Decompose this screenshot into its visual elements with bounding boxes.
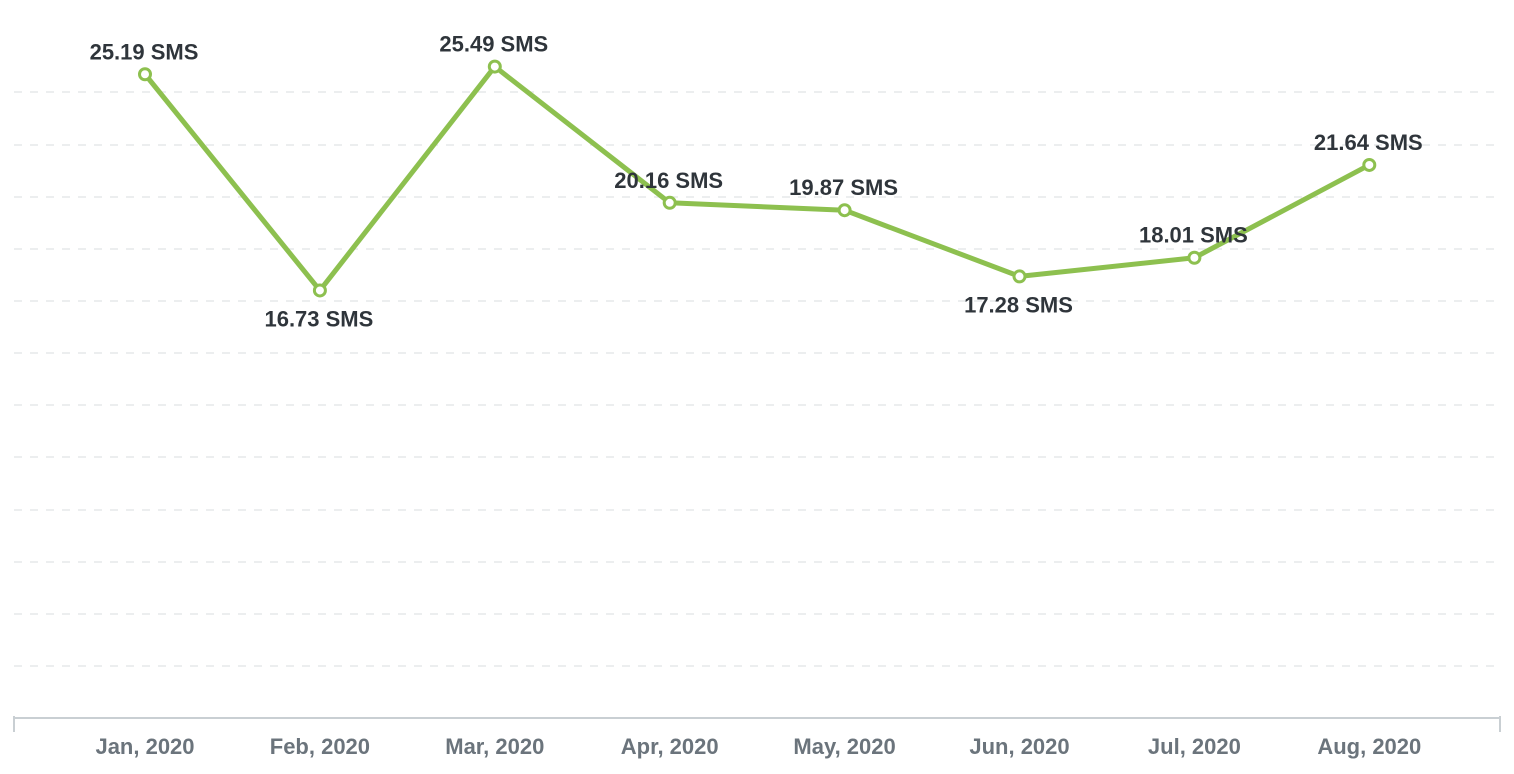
data-label: 25.19 SMS xyxy=(90,39,199,64)
data-label: 21.64 SMS xyxy=(1314,130,1423,155)
data-label: 17.28 SMS xyxy=(964,292,1073,317)
x-tick-label: Jan, 2020 xyxy=(95,734,194,759)
data-point[interactable] xyxy=(312,283,327,298)
x-tick-label: Jul, 2020 xyxy=(1148,734,1241,759)
x-tick-label: Apr, 2020 xyxy=(621,734,719,759)
point-layer xyxy=(138,59,1377,298)
data-point[interactable] xyxy=(1012,269,1027,284)
data-point[interactable] xyxy=(1187,250,1202,265)
grid xyxy=(14,91,1500,667)
data-label: 18.01 SMS xyxy=(1139,223,1248,248)
data-point[interactable] xyxy=(837,203,852,218)
series-line xyxy=(142,64,1372,293)
data-point[interactable] xyxy=(487,59,502,74)
x-tick-label: Feb, 2020 xyxy=(270,734,370,759)
data-label: 25.49 SMS xyxy=(439,32,548,57)
data-point[interactable] xyxy=(662,195,677,210)
data-label: 16.73 SMS xyxy=(264,306,373,331)
tick-label-layer: Jan, 2020 Feb, 2020 Mar, 2020 Apr, 2020 May,… xyxy=(95,734,1421,759)
data-label: 20.16 SMS xyxy=(614,168,723,193)
x-tick-label: Aug, 2020 xyxy=(1317,734,1421,759)
data-point[interactable] xyxy=(1362,157,1377,172)
data-point[interactable] xyxy=(138,67,152,82)
data-label-layer: 25.19 SMS 16.73 SMS 25.49 SMS 20.16 SMS 19.8… xyxy=(90,32,1423,332)
series-layer xyxy=(142,64,1372,293)
x-axis xyxy=(13,716,1501,732)
x-tick-label: Mar, 2020 xyxy=(445,734,544,759)
x-tick-label: Jun, 2020 xyxy=(969,734,1069,759)
data-label: 19.87 SMS xyxy=(789,175,898,200)
x-tick-label: May, 2020 xyxy=(793,734,895,759)
x-axis-line xyxy=(13,716,1501,732)
